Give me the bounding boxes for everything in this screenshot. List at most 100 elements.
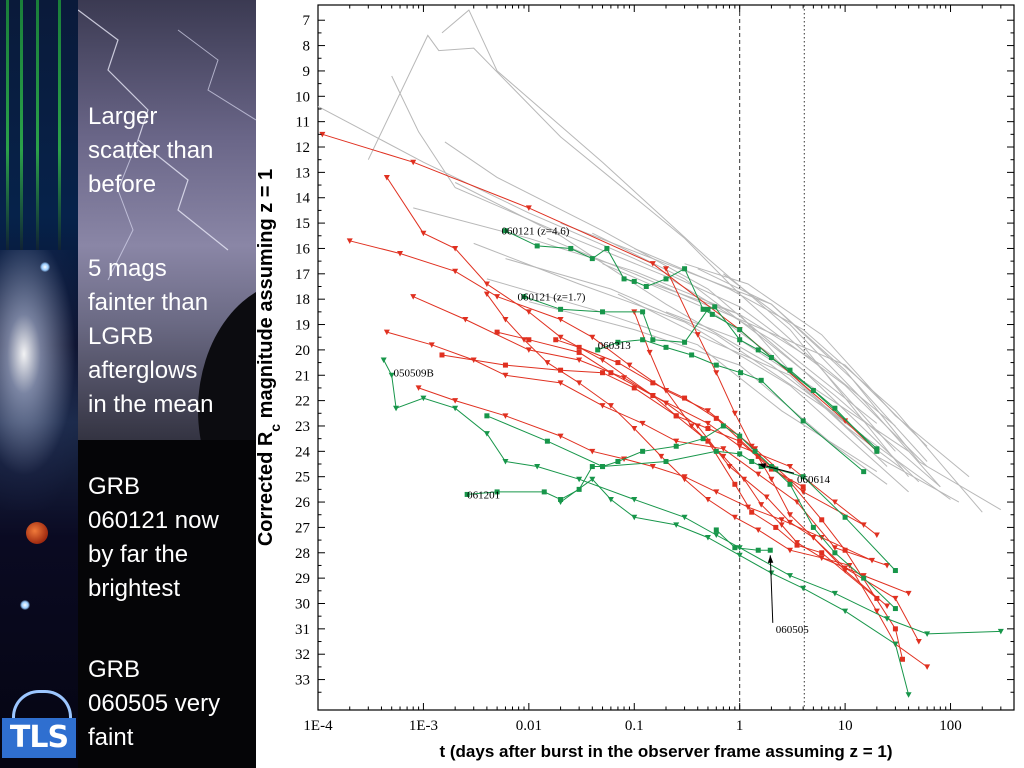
data-point	[755, 547, 761, 553]
data-point	[819, 550, 825, 556]
data-point	[544, 360, 551, 366]
data-point	[557, 499, 564, 506]
data-point	[704, 535, 711, 541]
y-tick-label: 19	[295, 318, 310, 334]
series-line	[617, 293, 960, 503]
data-point	[589, 476, 596, 483]
annotation-arrow	[769, 555, 774, 623]
series-line	[486, 278, 878, 473]
data-point	[731, 410, 738, 417]
data-point	[874, 446, 880, 452]
series-short_red	[553, 337, 905, 662]
data-point	[380, 357, 387, 364]
data-point	[541, 489, 547, 495]
annotation-arrowhead	[758, 463, 767, 469]
data-point	[576, 349, 582, 355]
series-line	[652, 283, 888, 467]
vertical-reference-lines	[739, 5, 805, 710]
data-point	[534, 243, 540, 249]
data-point	[673, 443, 679, 449]
data-point	[768, 476, 775, 483]
data-point	[502, 413, 509, 419]
data-point	[576, 476, 583, 483]
y-tick-label: 31	[295, 622, 310, 638]
data-point	[650, 393, 656, 399]
y-axis-title-subscript: c	[267, 424, 283, 432]
annotation-label: 060313	[598, 340, 632, 352]
series-line	[486, 415, 896, 571]
series-short_green	[557, 476, 912, 698]
data-point	[600, 464, 606, 470]
data-point	[589, 256, 595, 262]
data-point	[861, 575, 867, 581]
data-point	[786, 519, 793, 526]
data-point	[631, 278, 637, 284]
data-point	[737, 438, 743, 444]
series-long_grb	[665, 311, 909, 452]
series-short_green	[521, 294, 880, 454]
y-tick-label: 27	[295, 520, 311, 536]
data-point	[758, 464, 764, 470]
y-tick-label: 33	[295, 673, 310, 689]
data-point	[600, 370, 606, 376]
series-short_red	[631, 309, 931, 670]
galaxy-glow-decoration	[0, 250, 78, 510]
y-tick-label: 15	[295, 216, 310, 232]
y-axis-title-rest: magnitude assuming z = 1	[256, 169, 277, 424]
data-point	[558, 367, 564, 373]
data-point	[713, 362, 719, 368]
x-tick-label: 1E-4	[303, 718, 333, 734]
data-point	[768, 355, 774, 360]
series-line	[560, 478, 910, 695]
data-point	[745, 504, 752, 511]
data-point	[589, 334, 596, 341]
light-curve-chart: 060121 (z=4.6) 060121 (z=1.7) 060313 050509…	[256, 4, 1015, 761]
data-point	[899, 656, 905, 662]
data-point	[737, 337, 743, 343]
data-point	[599, 357, 606, 364]
data-point	[626, 362, 633, 369]
y-tick-label: 23	[295, 419, 310, 435]
series-long_grb	[413, 207, 896, 427]
data-point	[673, 413, 679, 419]
data-point	[526, 337, 532, 343]
data-point	[558, 497, 564, 503]
data-point	[884, 603, 891, 610]
series-long_grb	[441, 9, 909, 478]
data-point	[502, 362, 508, 368]
data-point	[464, 491, 470, 497]
data-point	[589, 448, 596, 455]
series-line	[547, 237, 928, 447]
y-tick-label: 11	[296, 115, 310, 131]
series-line	[665, 268, 888, 607]
series-short_green	[484, 413, 898, 574]
data-point	[713, 532, 720, 539]
data-point	[557, 433, 564, 440]
data-point	[767, 547, 773, 553]
data-point	[494, 489, 500, 495]
bullet-060121: GRB 060121 now by far the brightest	[88, 473, 219, 602]
data-point	[607, 403, 614, 409]
series-line	[528, 301, 888, 485]
annotation-label: 060121 (z=1.7)	[517, 292, 585, 304]
data-point	[663, 458, 669, 464]
data-point	[713, 415, 719, 421]
data-point	[713, 489, 720, 495]
series-line	[560, 222, 928, 462]
data-point	[758, 377, 764, 383]
x-tick-label: 10	[838, 718, 853, 734]
data-point	[892, 595, 899, 602]
series-long_grb	[547, 237, 928, 447]
series-line	[597, 339, 865, 472]
data-point	[663, 400, 669, 407]
data-point	[869, 557, 876, 564]
series-long_grb	[723, 273, 941, 488]
annotation-label: 060614	[797, 474, 831, 486]
annotation-label: 050509B	[393, 368, 433, 380]
data-point	[604, 245, 610, 251]
annotation-label: 060505	[776, 624, 810, 636]
data-point	[810, 524, 816, 530]
data-point	[658, 453, 665, 460]
y-tick-label: 8	[303, 39, 311, 55]
y-tick-label: 17	[295, 267, 311, 283]
